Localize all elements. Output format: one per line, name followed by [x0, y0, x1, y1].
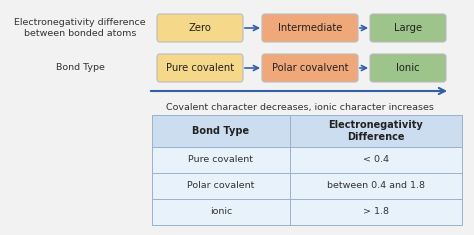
Text: < 0.4: < 0.4	[363, 156, 389, 164]
FancyBboxPatch shape	[157, 14, 243, 42]
FancyBboxPatch shape	[157, 54, 243, 82]
FancyBboxPatch shape	[152, 199, 290, 225]
Text: Bond Type: Bond Type	[192, 126, 250, 136]
Text: > 1.8: > 1.8	[363, 208, 389, 216]
Text: Pure covalent: Pure covalent	[166, 63, 234, 73]
FancyBboxPatch shape	[290, 115, 462, 147]
Text: Polar covalent: Polar covalent	[187, 181, 255, 191]
FancyBboxPatch shape	[152, 147, 290, 173]
FancyBboxPatch shape	[262, 54, 358, 82]
Text: Electronegativity
Difference: Electronegativity Difference	[328, 120, 423, 142]
Text: Ionic: Ionic	[396, 63, 420, 73]
FancyBboxPatch shape	[370, 54, 446, 82]
FancyBboxPatch shape	[152, 115, 290, 147]
Text: Zero: Zero	[189, 23, 211, 33]
Text: Large: Large	[394, 23, 422, 33]
Text: Intermediate: Intermediate	[278, 23, 342, 33]
FancyBboxPatch shape	[290, 147, 462, 173]
Text: Electronegativity difference
between bonded atoms: Electronegativity difference between bon…	[14, 18, 146, 38]
Text: Pure covalent: Pure covalent	[189, 156, 254, 164]
FancyBboxPatch shape	[152, 173, 290, 199]
FancyBboxPatch shape	[370, 14, 446, 42]
Text: Bond Type: Bond Type	[55, 63, 104, 73]
Text: between 0.4 and 1.8: between 0.4 and 1.8	[327, 181, 425, 191]
Text: Covalent character decreases, ionic character increases: Covalent character decreases, ionic char…	[166, 103, 434, 112]
FancyBboxPatch shape	[262, 14, 358, 42]
Text: ionic: ionic	[210, 208, 232, 216]
FancyBboxPatch shape	[290, 173, 462, 199]
Text: Polar covalvent: Polar covalvent	[272, 63, 348, 73]
FancyBboxPatch shape	[290, 199, 462, 225]
